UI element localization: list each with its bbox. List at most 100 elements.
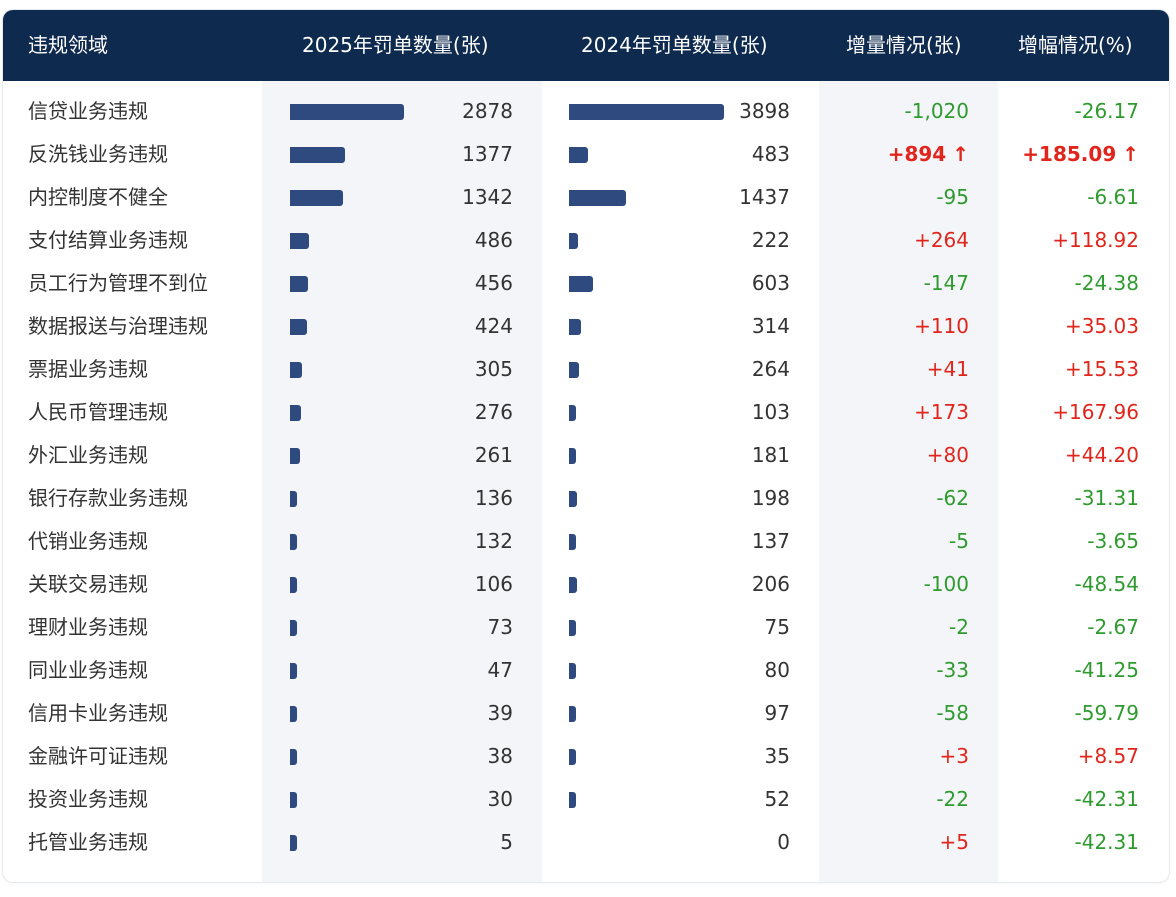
header-category: 违规领域 xyxy=(28,33,108,57)
value-2025: 2878 xyxy=(462,99,513,123)
pct-cell: +118.92 xyxy=(998,219,1139,262)
category-label: 理财业务违规 xyxy=(28,615,148,639)
value-2025: 1342 xyxy=(462,185,513,209)
bar-2025 xyxy=(290,706,297,722)
change-value: -100 xyxy=(923,572,969,596)
table-row: 投资业务违规 30 52 -22 -42.31 xyxy=(3,778,1169,821)
change-cell: -95 xyxy=(819,176,969,219)
category-label: 反洗钱业务违规 xyxy=(28,142,168,166)
table-header: 违规领域 2025年罚单数量(张) 2024年罚单数量(张) 增量情况(张) 增… xyxy=(3,10,1169,81)
pct-value: -2.67 xyxy=(1087,615,1139,639)
bar-2024 xyxy=(569,534,576,550)
value-2025: 73 xyxy=(487,615,513,639)
value-2024: 264 xyxy=(751,357,790,381)
value-2024: 75 xyxy=(764,615,790,639)
bar-2024 xyxy=(569,620,576,636)
bar-2024 xyxy=(569,663,576,679)
table-row: 反洗钱业务违规 1377 483 +894 ↑ +185.09 ↑ xyxy=(3,133,1169,176)
change-cell: -1,020 xyxy=(819,90,969,133)
value-2025: 136 xyxy=(474,486,513,510)
value-2024: 181 xyxy=(751,443,790,467)
header-pct: 增幅情况(%) xyxy=(1018,33,1133,57)
category-label: 关联交易违规 xyxy=(28,572,148,596)
pct-cell: -31.31 xyxy=(998,477,1139,520)
bar-2024 xyxy=(569,362,580,378)
pct-cell: -59.79 xyxy=(998,692,1139,735)
bar-2024 xyxy=(569,276,593,292)
pct-value: +35.03 xyxy=(1064,314,1139,338)
category-label: 外汇业务违规 xyxy=(28,443,148,467)
value-2025: 106 xyxy=(474,572,513,596)
value-2024: 483 xyxy=(751,142,790,166)
arrow-up-icon: ↑ xyxy=(1122,142,1139,166)
change-value: -22 xyxy=(936,787,969,811)
table-row: 员工行为管理不到位 456 603 -147 -24.38 xyxy=(3,262,1169,305)
pct-cell: -42.31 xyxy=(998,778,1139,821)
bar-2025 xyxy=(290,491,297,507)
pct-cell: -41.25 xyxy=(998,649,1139,692)
change-value: +80 xyxy=(926,443,969,467)
bar-2024 xyxy=(569,233,578,249)
change-value: -1,020 xyxy=(904,99,969,123)
pct-value: +185.09 xyxy=(1022,142,1117,166)
category-label: 信用卡业务违规 xyxy=(28,701,168,725)
table-row: 同业业务违规 47 80 -33 -41.25 xyxy=(3,649,1169,692)
category-label: 人民币管理违规 xyxy=(28,400,168,424)
change-cell: +3 xyxy=(819,735,969,778)
bar-2024 xyxy=(569,448,577,464)
bar-2024 xyxy=(569,749,576,765)
pct-cell: -2.67 xyxy=(998,606,1139,649)
change-value: +173 xyxy=(914,400,969,424)
table-row: 银行存款业务违规 136 198 -62 -31.31 xyxy=(3,477,1169,520)
pct-value: -26.17 xyxy=(1074,99,1139,123)
bar-2025 xyxy=(290,319,307,335)
table-row: 金融许可证违规 38 35 +3 +8.57 xyxy=(3,735,1169,778)
category-label: 信贷业务违规 xyxy=(28,99,148,123)
value-2024: 3898 xyxy=(739,99,790,123)
arrow-up-icon: ↑ xyxy=(952,142,969,166)
pct-value: -3.65 xyxy=(1087,529,1139,553)
category-label: 数据报送与治理违规 xyxy=(28,314,208,338)
table-row: 人民币管理违规 276 103 +173 +167.96 xyxy=(3,391,1169,434)
value-2024: 206 xyxy=(751,572,790,596)
bar-2024 xyxy=(569,577,578,593)
value-2024: 198 xyxy=(751,486,790,510)
bar-2024 xyxy=(569,706,576,722)
change-value: -5 xyxy=(949,529,969,553)
pct-cell: -48.54 xyxy=(998,563,1139,606)
change-cell: +80 xyxy=(819,434,969,477)
table-row: 支付结算业务违规 486 222 +264 +118.92 xyxy=(3,219,1169,262)
value-2024: 0 xyxy=(777,830,790,854)
value-2025: 456 xyxy=(474,271,513,295)
header-2025: 2025年罚单数量(张) xyxy=(302,33,489,57)
value-2025: 305 xyxy=(474,357,513,381)
change-value: +264 xyxy=(914,228,969,252)
pct-cell: -6.61 xyxy=(998,176,1139,219)
change-cell: +264 xyxy=(819,219,969,262)
category-label: 票据业务违规 xyxy=(28,357,148,381)
table-row: 关联交易违规 106 206 -100 -48.54 xyxy=(3,563,1169,606)
pct-cell: +35.03 xyxy=(998,305,1139,348)
bar-2025 xyxy=(290,104,405,120)
table-row: 托管业务违规 5 0 +5 -42.31 xyxy=(3,821,1169,864)
category-label: 金融许可证违规 xyxy=(28,744,168,768)
penalty-table: 违规领域 2025年罚单数量(张) 2024年罚单数量(张) 增量情况(张) 增… xyxy=(3,10,1169,882)
pct-cell: +44.20 xyxy=(998,434,1139,477)
bar-2025 xyxy=(290,190,344,206)
pct-cell: -24.38 xyxy=(998,262,1139,305)
change-cell: +5 xyxy=(819,821,969,864)
pct-value: +167.96 xyxy=(1052,400,1139,424)
value-2024: 97 xyxy=(764,701,790,725)
category-label: 银行存款业务违规 xyxy=(28,486,188,510)
pct-cell: +185.09 ↑ xyxy=(998,133,1139,176)
change-value: +110 xyxy=(914,314,969,338)
value-2024: 314 xyxy=(751,314,790,338)
change-value: -58 xyxy=(936,701,969,725)
bar-2024 xyxy=(569,491,577,507)
change-cell: -2 xyxy=(819,606,969,649)
value-2025: 39 xyxy=(487,701,513,725)
value-2025: 132 xyxy=(474,529,513,553)
category-label: 投资业务违规 xyxy=(28,787,148,811)
bar-2025 xyxy=(290,233,310,249)
bar-2025 xyxy=(290,534,297,550)
